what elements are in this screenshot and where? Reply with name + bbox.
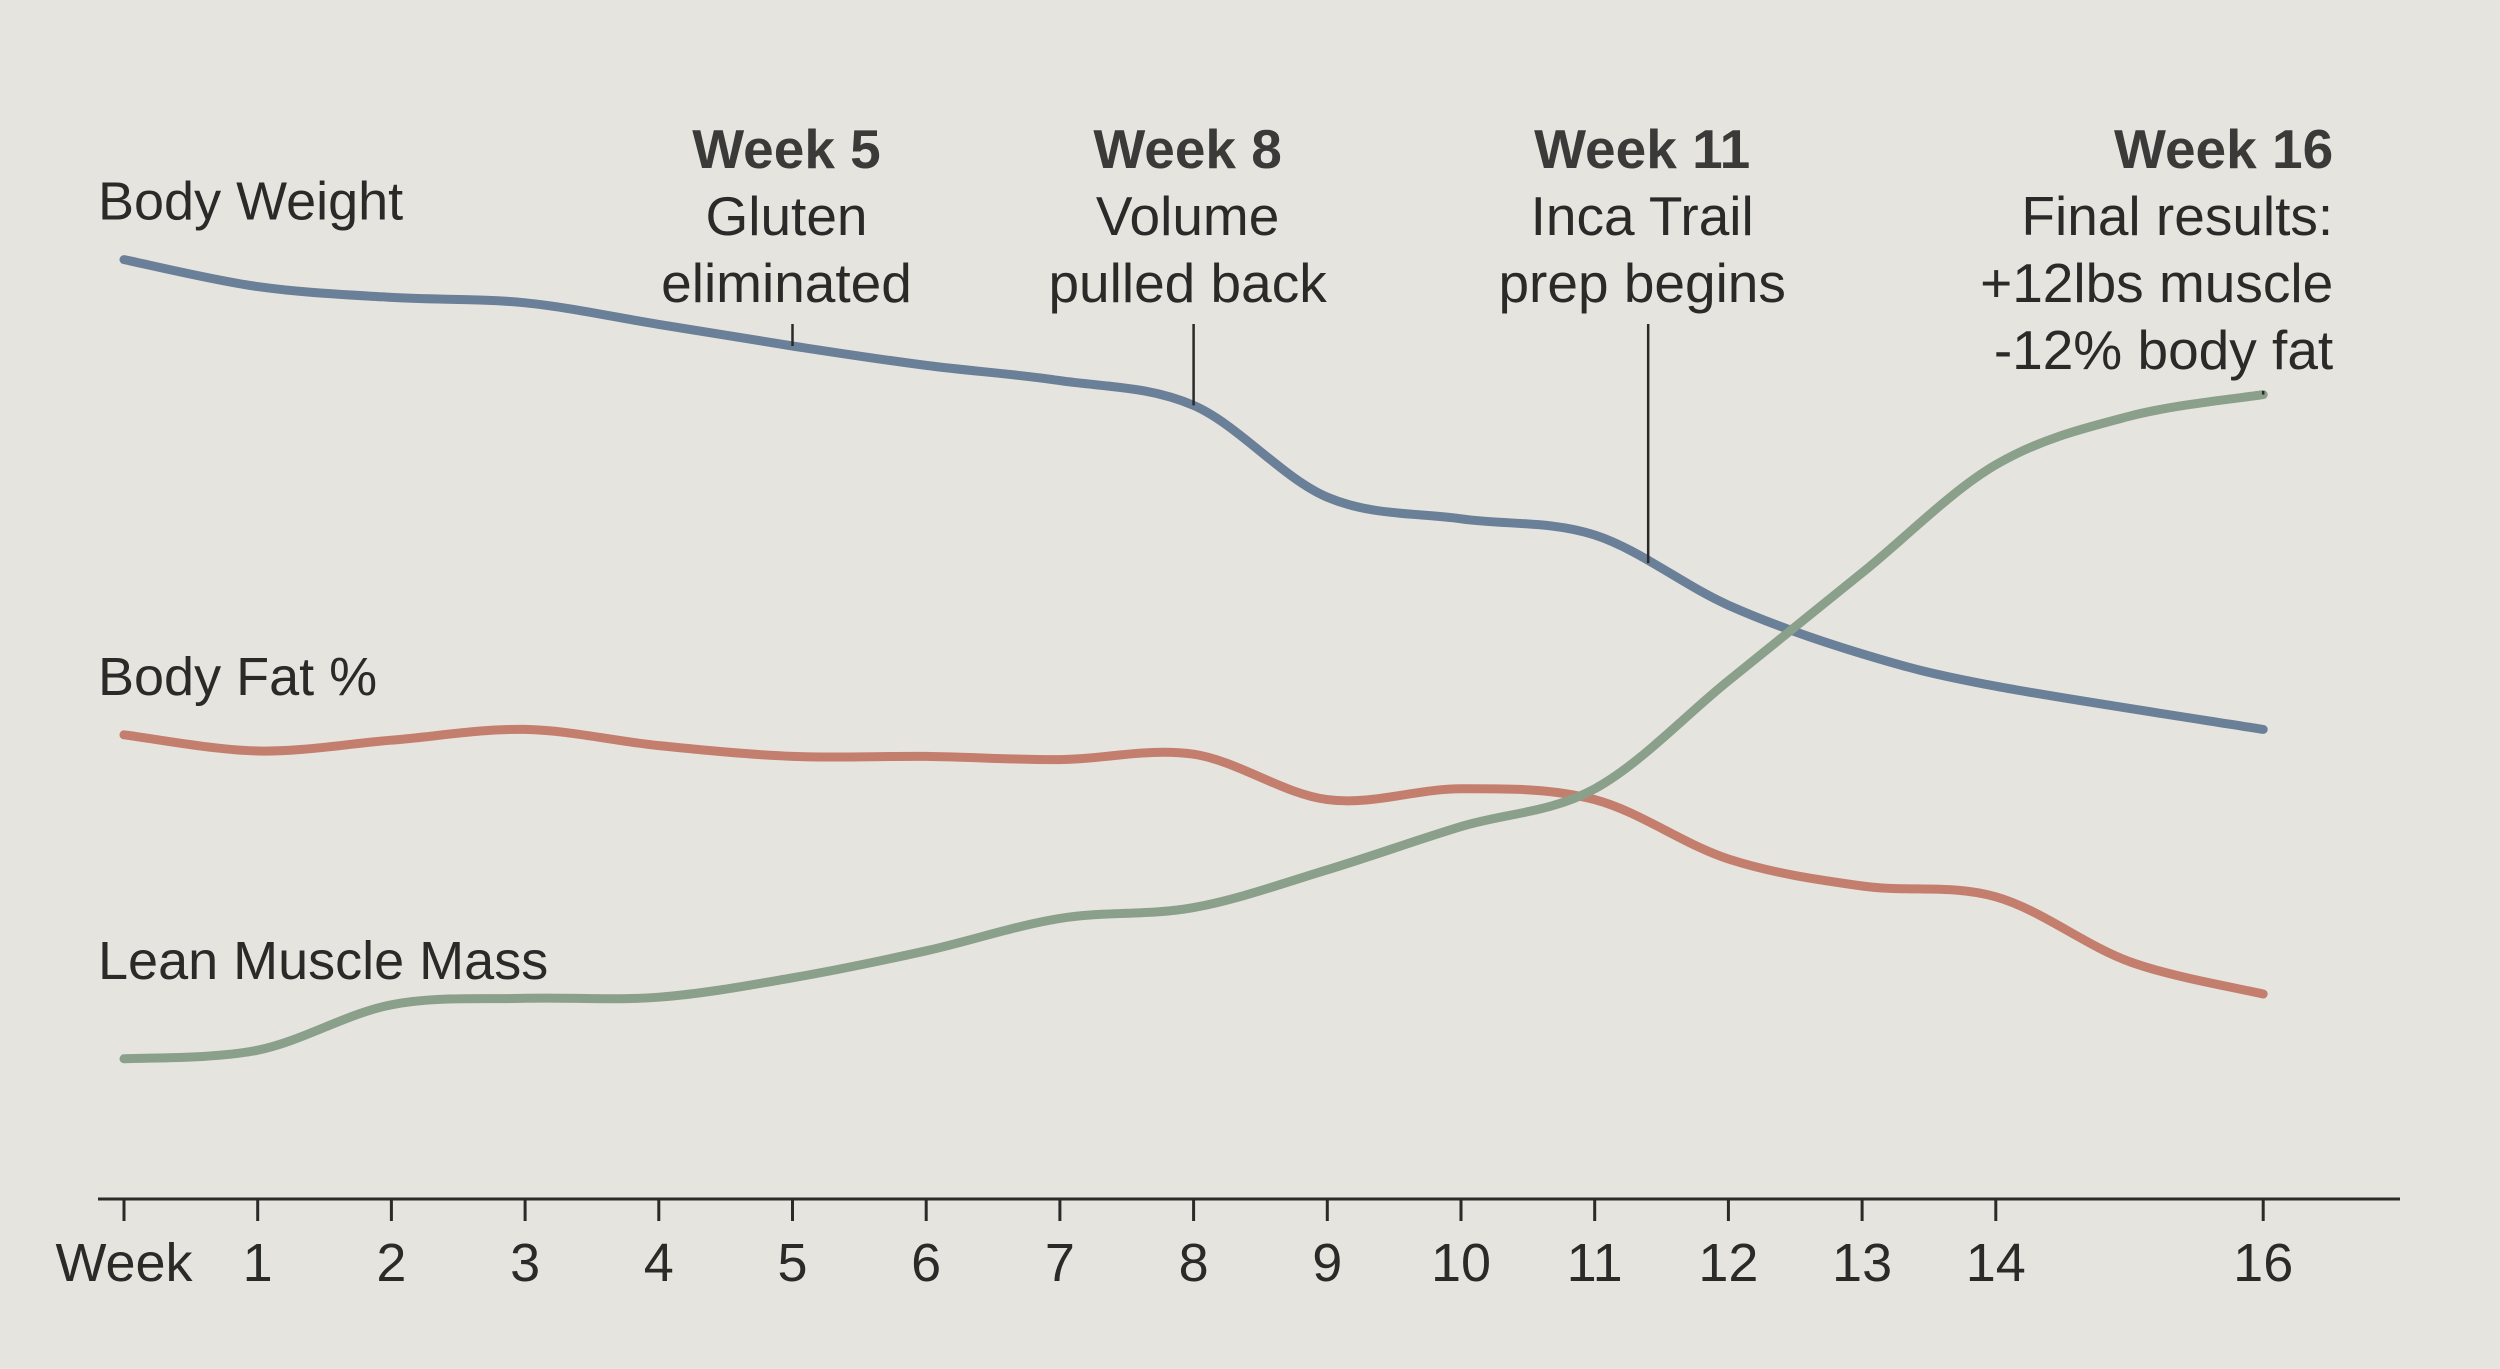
series-line-body-weight (119, 255, 2268, 734)
annotation-heading: Week 16 (2114, 118, 2333, 180)
x-tick-label-1: 1 (243, 1233, 273, 1293)
series-label-body-weight: Body Weight (98, 172, 403, 232)
annotation-heading: Week 8 (1093, 118, 1282, 180)
annotation-text-line: -12% body fat (1994, 319, 2333, 381)
x-tick-label-6: 6 (911, 1233, 941, 1293)
x-tick-label-5: 5 (777, 1233, 807, 1293)
x-tick-label-10: 10 (1431, 1233, 1491, 1293)
x-tick-label-3: 3 (510, 1233, 540, 1293)
x-tick-label-16: 16 (2233, 1233, 2293, 1293)
series-labels: Body Weight Body Fat % Lean Muscle Mass (98, 172, 548, 991)
annotation-text-line: Inca Trail (1531, 185, 1754, 247)
series-group (119, 255, 2268, 1064)
series-line-lean-muscle-mass (119, 390, 2268, 1064)
series-label-lean-muscle-mass: Lean Muscle Mass (98, 931, 548, 991)
annotation-text-line: Volume (1096, 185, 1279, 247)
annotation-leaders (791, 324, 2265, 564)
annotation-text-line: Final results: (2021, 185, 2333, 247)
x-tick-label-7: 7 (1045, 1233, 1075, 1293)
x-tick-label-8: 8 (1179, 1233, 1209, 1293)
x-tick-label-13: 13 (1832, 1233, 1892, 1293)
x-tick-label-4: 4 (644, 1233, 674, 1293)
x-tick-label-9: 9 (1312, 1233, 1342, 1293)
annotation-text-line: Gluten (705, 185, 867, 247)
x-tick-label-14: 14 (1966, 1233, 2026, 1293)
annotation-text-line: pulled back (1048, 252, 1327, 314)
series-line-body-fat (119, 724, 2268, 999)
x-axis-title: Week (55, 1233, 193, 1293)
x-tick-label-2: 2 (376, 1233, 406, 1293)
annotation-text-line: prep begins (1498, 252, 1785, 314)
annotation-text-line: eliminated (661, 252, 912, 314)
annotation-text-line: +12lbs muscle (1980, 252, 2333, 314)
series-label-body-fat: Body Fat % (98, 647, 377, 707)
annotation-heading: Week 11 (1534, 118, 1750, 180)
x-tick-label-12: 12 (1698, 1233, 1758, 1293)
x-tick-label-11: 11 (1567, 1233, 1623, 1293)
x-axis: Week 1 2 3 4 5 6 7 8 9 10 11 12 13 14 16 (55, 1197, 2400, 1293)
annotation-heading: Week 5 (692, 118, 881, 180)
